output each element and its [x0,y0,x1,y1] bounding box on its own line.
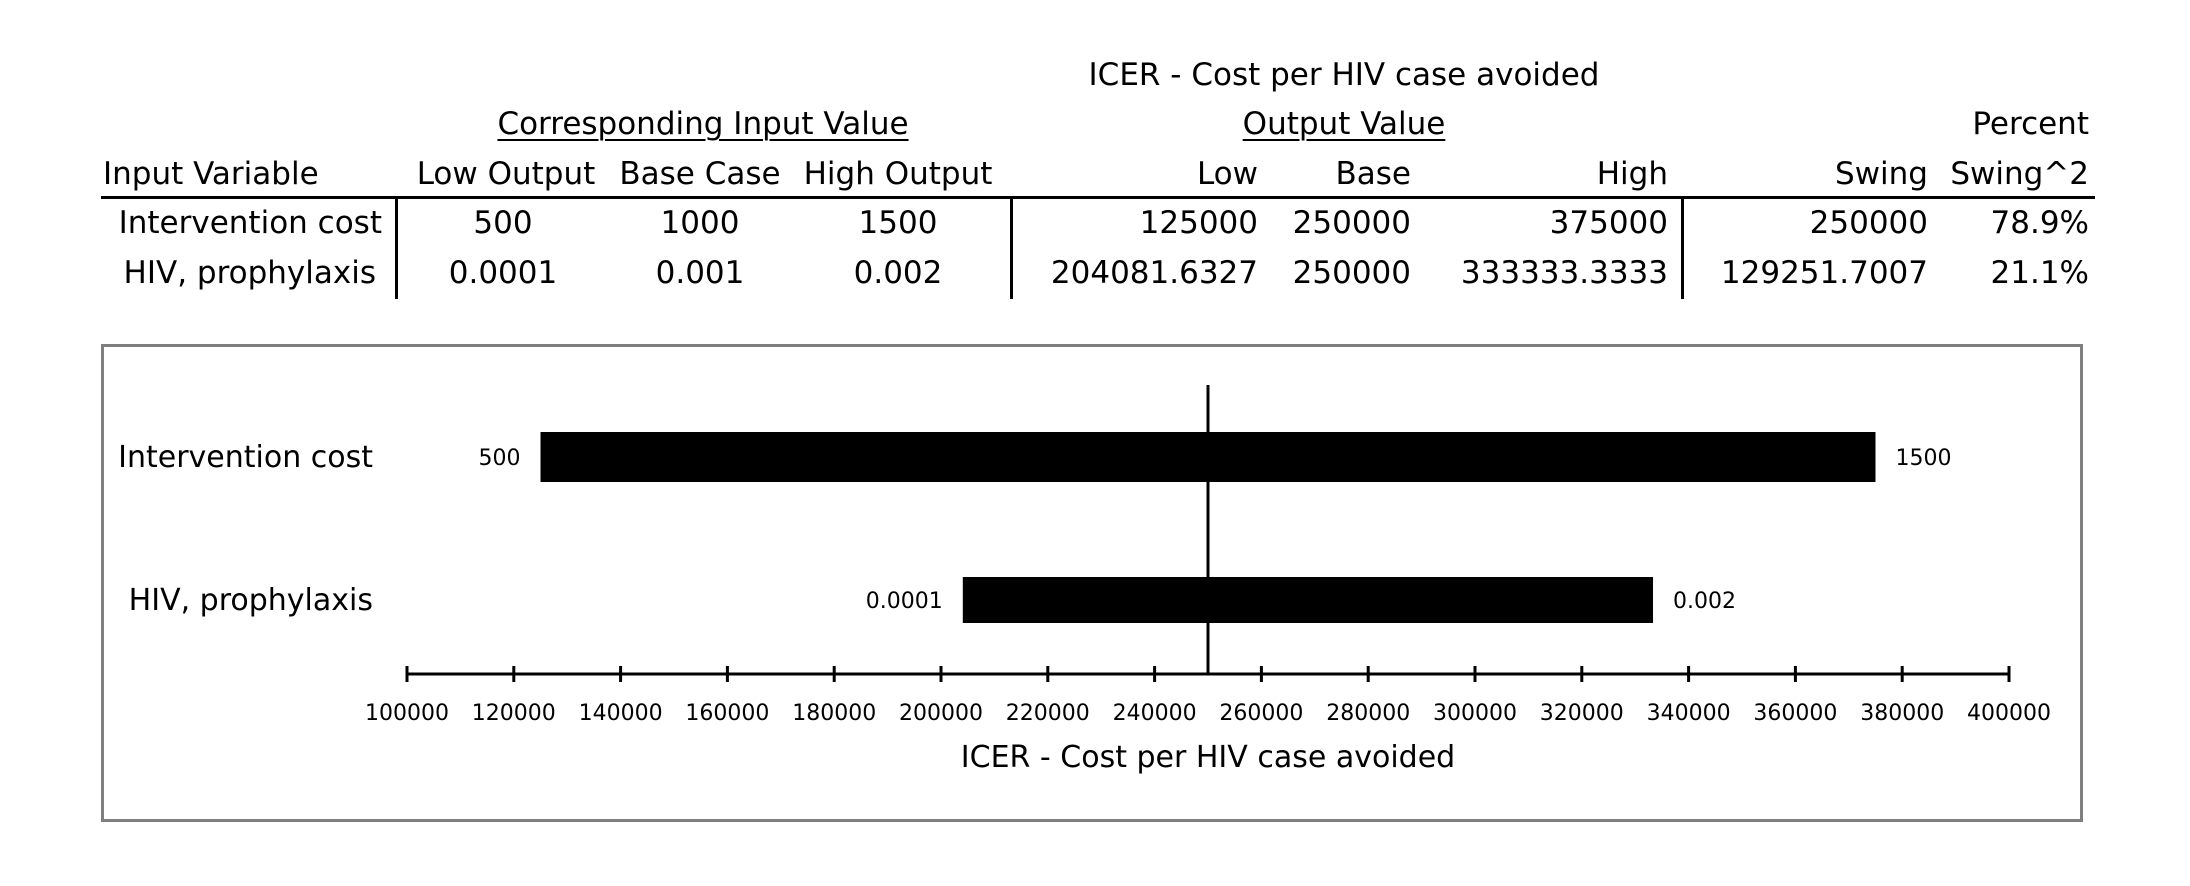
row1-low-output: 500 [473,205,533,241]
bar-low-label: 0.0001 [866,589,943,614]
row2-swing: 129251.7007 [1720,255,1928,291]
bar-low-label: 500 [479,446,521,471]
x-tick-label: 360000 [1753,701,1837,726]
header-low: Low [1196,156,1258,192]
x-tick-label: 220000 [1006,701,1090,726]
header-base-case: Base Case [619,156,781,192]
chart-frame [101,344,2083,822]
row2-base-case: 0.001 [655,255,745,291]
bar-high-label: 0.002 [1673,589,1736,614]
bar-high-label: 1500 [1896,446,1952,471]
x-axis-title: ICER - Cost per HIV case avoided [961,740,1455,775]
percent-header: Percent [1972,106,2089,142]
x-tick-label: 160000 [685,701,769,726]
row2-swing-squared: 21.1% [1990,255,2089,291]
group-header-output: Output Value [1242,106,1446,142]
x-tick-label: 400000 [1967,701,2051,726]
x-tick-label: 180000 [792,701,876,726]
row1-high-output: 1500 [858,205,938,241]
x-tick-label: 100000 [365,701,449,726]
bar [962,577,1653,623]
row1-swing: 250000 [1809,205,1928,241]
header-high: High [1596,156,1668,192]
group-header-input: Corresponding Input Value [497,106,909,142]
row1-low: 125000 [1139,205,1258,241]
header-low-output: Low Output [416,156,596,192]
x-tick-label: 340000 [1647,701,1731,726]
bar-category-label: Intervention cost [118,440,373,475]
row2-low-output: 0.0001 [448,255,558,291]
x-tick-label: 300000 [1433,701,1517,726]
header-input-variable: Input Variable [103,156,319,192]
header-base: Base [1335,156,1412,192]
separator-input [395,199,398,299]
separator-output [1010,199,1013,299]
row2-variable: HIV, prophylaxis [123,255,376,291]
row1-high: 375000 [1549,205,1668,241]
row1-variable: Intervention cost [118,205,382,241]
row1-base-case: 1000 [660,205,740,241]
x-tick-label: 380000 [1860,701,1944,726]
header-swing-squared: Swing^2 [1950,156,2089,192]
x-tick-label: 260000 [1219,701,1303,726]
header-swing: Swing [1835,156,1928,192]
row1-swing-squared: 78.9% [1990,205,2089,241]
row2-high: 333333.3333 [1460,255,1668,291]
x-tick-label: 140000 [579,701,663,726]
bar-category-label: HIV, prophylaxis [129,583,373,618]
row2-high-output: 0.002 [853,255,943,291]
separator-swing [1681,199,1684,299]
header-rule [101,196,2095,199]
x-tick-label: 120000 [472,701,556,726]
row1-base: 250000 [1292,205,1411,241]
x-tick-label: 240000 [1113,701,1197,726]
table-title: ICER - Cost per HIV case avoided [1088,57,1600,93]
x-tick-label: 320000 [1540,701,1624,726]
x-tick-label: 200000 [899,701,983,726]
row2-base: 250000 [1292,255,1411,291]
row2-low: 204081.6327 [1050,255,1258,291]
header-high-output: High Output [803,156,993,192]
x-tick-label: 280000 [1326,701,1410,726]
